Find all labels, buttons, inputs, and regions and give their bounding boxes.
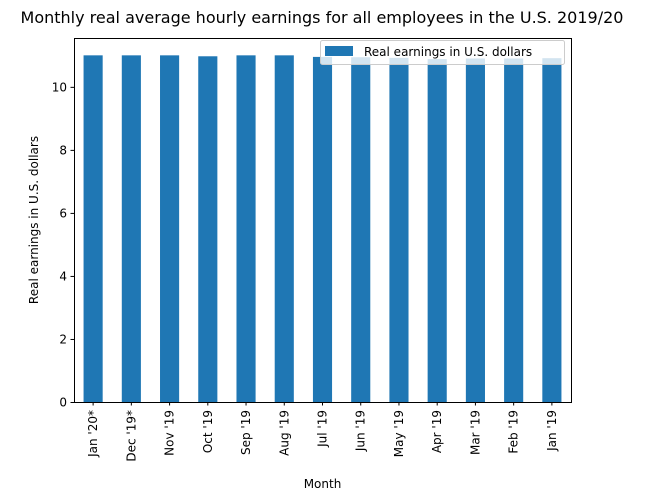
y-tick-label-5: 10 — [52, 80, 67, 94]
x-tick-label-10: Mar '19 — [468, 410, 482, 455]
bar-7 — [351, 57, 371, 402]
bar-9 — [427, 59, 447, 403]
x-tick-label-12: Jan '19 — [545, 410, 559, 452]
bar-6 — [312, 56, 333, 403]
bar-2 — [160, 55, 180, 402]
y-axis: 0 2 4 6 8 10 — [52, 80, 74, 410]
bar-3 — [198, 56, 218, 403]
x-tick-label-0: Jan '20* — [86, 410, 100, 458]
x-tick-label-3: Oct '19 — [201, 410, 215, 453]
bar-12 — [542, 58, 562, 402]
x-tick-label-4: Sep '19 — [239, 410, 253, 455]
x-tick-label-1: Dec '19* — [124, 410, 138, 462]
bar-0 — [83, 55, 103, 402]
y-tick-label-4: 8 — [59, 143, 67, 157]
x-axis-label: Month — [304, 477, 342, 491]
bar-8 — [389, 57, 409, 402]
y-tick-label-3: 6 — [59, 206, 67, 220]
y-axis-label: Real earnings in U.S. dollars — [27, 136, 41, 304]
y-tick-label-2: 4 — [59, 269, 67, 283]
bar-1 — [121, 55, 141, 402]
legend-label: Real earnings in U.S. dollars — [364, 45, 532, 59]
x-tick-label-11: Feb '19 — [507, 410, 521, 454]
chart-title: Monthly real average hourly earnings for… — [21, 8, 624, 27]
x-tick-label-8: May '19 — [392, 410, 406, 457]
bar-11 — [504, 58, 524, 402]
x-tick-label-5: Aug '19 — [277, 410, 291, 456]
bars — [83, 55, 562, 403]
legend-swatch — [325, 46, 353, 56]
y-tick-label-1: 2 — [59, 332, 67, 346]
bar-4 — [236, 55, 256, 402]
x-tick-label-7: Jun '19 — [354, 410, 368, 452]
bar-10 — [465, 58, 485, 402]
legend: Real earnings in U.S. dollars — [320, 40, 565, 65]
x-tick-label-2: Nov '19 — [163, 410, 177, 456]
bar-5 — [274, 55, 294, 402]
x-tick-label-9: Apr '19 — [430, 410, 444, 453]
y-tick-label-0: 0 — [59, 396, 67, 410]
legend-box — [320, 40, 565, 65]
x-axis: Jan '20* Dec '19* Nov '19 Oct '19 Sep '19 Aug… — [86, 402, 559, 462]
x-tick-label-6: Jul '19 — [316, 410, 330, 448]
